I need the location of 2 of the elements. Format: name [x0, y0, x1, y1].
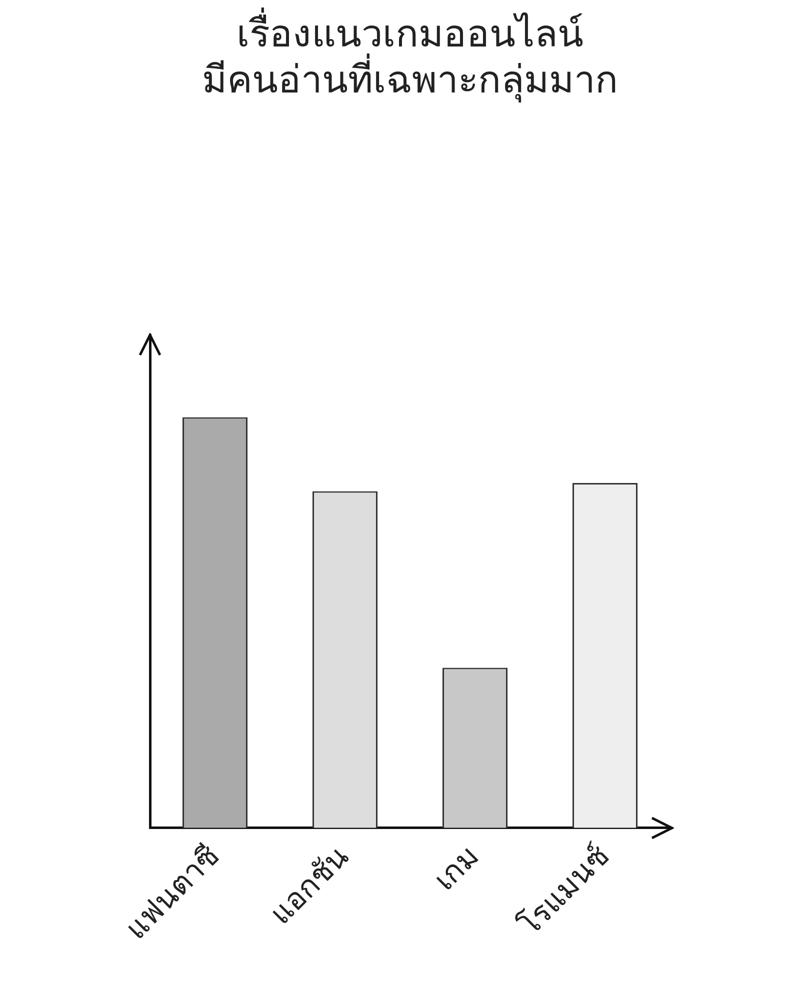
x-tick-label: เกม	[427, 838, 486, 898]
chart-title: เรื่องแนวเกมออนไลน์ มีคนอ่านที่เฉพาะกลุ่มมาก	[202, 8, 618, 102]
